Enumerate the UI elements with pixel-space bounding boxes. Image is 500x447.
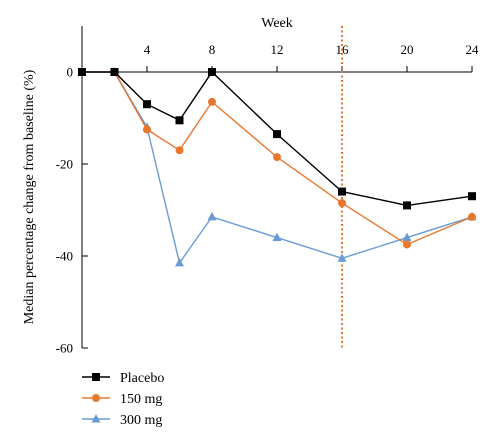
data-point-150-mg — [175, 146, 184, 155]
data-point-300-mg — [402, 232, 412, 242]
data-point-300-mg — [207, 211, 217, 221]
x-tick-label: 24 — [466, 42, 480, 57]
legend-item-placebo: Placebo — [82, 371, 164, 386]
y-tick-label: 0 — [67, 65, 74, 80]
x-tick-label: 12 — [271, 42, 284, 57]
series-300-mg — [77, 67, 477, 267]
x-tick-label: 20 — [401, 42, 414, 57]
data-point-150-mg — [208, 97, 216, 106]
axes — [81, 26, 472, 348]
data-point-placebo — [78, 68, 86, 76]
y-tick-label: -40 — [56, 249, 73, 264]
x-tick-label: 4 — [144, 42, 151, 57]
series-line-placebo — [82, 70, 473, 207]
data-point-placebo — [468, 192, 476, 201]
data-point-150-mg — [338, 199, 346, 208]
legend-label: 300 mg — [120, 413, 162, 428]
legend-item-300-mg: 300 mg — [82, 413, 162, 428]
data-point-150-mg — [403, 240, 411, 249]
data-point-150-mg — [143, 125, 151, 134]
data-point-placebo — [143, 100, 151, 109]
legend-item-150-mg: 150 mg — [82, 392, 162, 407]
data-point-placebo — [403, 201, 411, 210]
legend-marker — [92, 373, 100, 381]
legend-marker — [91, 414, 101, 423]
series-placebo — [78, 68, 476, 210]
legend-marker — [92, 394, 100, 402]
data-point-150-mg — [273, 153, 281, 162]
data-point-placebo — [110, 68, 119, 76]
x-ticks: 4812162024 — [144, 42, 479, 72]
data-point-300-mg — [337, 253, 347, 262]
x-axis-title: Week — [261, 16, 293, 31]
data-point-placebo — [175, 116, 184, 125]
series-group — [77, 67, 477, 267]
legend-label: 150 mg — [120, 392, 162, 407]
x-tick-label: 8 — [209, 42, 216, 57]
y-ticks: 0 -20 -40 -60 — [56, 65, 88, 356]
legend: Placebo 150 mg 300 mg — [82, 371, 164, 428]
y-axis-title: Median percentage change from baseline (… — [22, 69, 37, 324]
y-tick-label: -60 — [56, 341, 73, 356]
data-point-placebo — [273, 130, 281, 139]
data-point-300-mg — [175, 257, 184, 267]
legend-label: Placebo — [120, 371, 164, 386]
data-point-150-mg — [468, 212, 476, 221]
y-tick-label: -20 — [56, 157, 73, 172]
data-point-300-mg — [272, 232, 282, 242]
data-point-placebo — [338, 187, 346, 196]
data-point-placebo — [208, 68, 216, 76]
